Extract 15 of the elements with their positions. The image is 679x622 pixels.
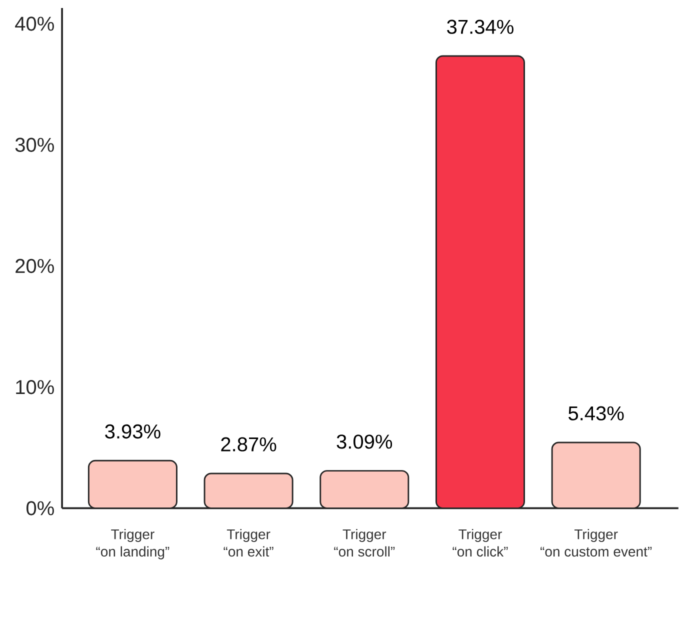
data-label: 37.34%	[447, 20, 514, 34]
y-tick-label: 40%	[15, 16, 54, 32]
data-label: 5.43%	[568, 406, 624, 421]
data-label: 3.93%	[105, 424, 160, 439]
x-tick-label: Trigger “on scroll”	[334, 529, 395, 557]
x-tick-label: Trigger “on custom event”	[540, 529, 652, 557]
y-tick-label: 20%	[16, 259, 54, 274]
x-tick-label: Trigger “on exit”	[224, 529, 274, 557]
x-tick-label: Trigger “on click”	[452, 529, 508, 557]
x-tick-label: Trigger “on landing”	[96, 529, 170, 560]
y-tick-label: 30%	[15, 138, 54, 152]
data-label: 2.87%	[221, 437, 276, 452]
y-tick-label: 10%	[16, 380, 54, 394]
data-label: 3.09%	[336, 434, 392, 449]
y-tick-label: 0%	[26, 501, 54, 516]
